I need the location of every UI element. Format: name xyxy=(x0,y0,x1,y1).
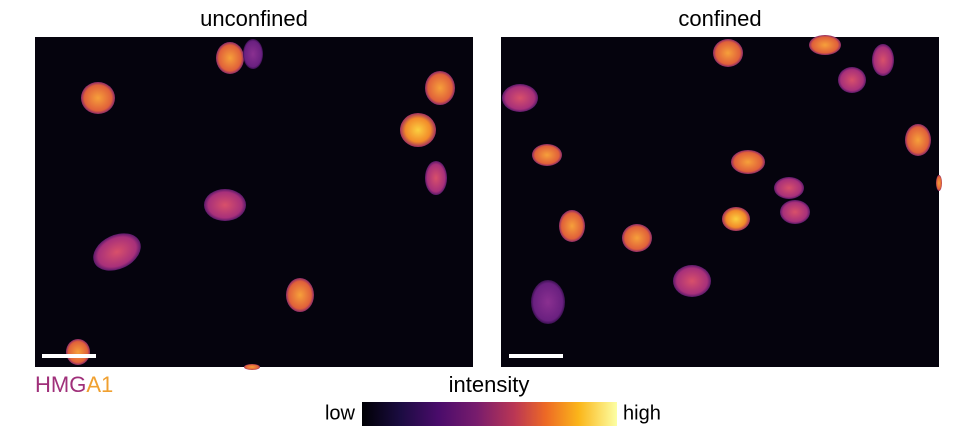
nucleus xyxy=(809,35,841,55)
nucleus xyxy=(673,265,711,297)
stain-label-part: A1 xyxy=(86,372,113,397)
colorbar-low-label: low xyxy=(325,402,356,424)
nucleus xyxy=(425,71,455,105)
nucleus xyxy=(722,207,750,231)
nucleus xyxy=(780,200,810,224)
nucleus xyxy=(66,339,90,365)
image-background xyxy=(501,37,939,367)
nucleus xyxy=(872,44,894,76)
colorbar-title: intensity xyxy=(449,372,530,397)
nucleus xyxy=(93,233,141,271)
panel-image xyxy=(501,35,942,367)
nucleus xyxy=(559,210,585,242)
nucleus xyxy=(81,82,115,114)
nucleus xyxy=(731,150,765,174)
stain-label-part: HMG xyxy=(35,372,86,397)
panel-title: unconfined xyxy=(200,6,308,31)
nucleus xyxy=(838,67,866,93)
nucleus xyxy=(905,124,931,156)
panel-image xyxy=(35,37,473,370)
nucleus xyxy=(531,280,565,324)
nucleus xyxy=(502,84,538,112)
nucleus xyxy=(622,224,652,252)
nucleus xyxy=(244,364,260,370)
nucleus xyxy=(286,278,314,312)
colorbar xyxy=(362,402,617,426)
colorbar-high-label: high xyxy=(623,402,661,424)
nucleus xyxy=(204,189,246,221)
nucleus xyxy=(425,161,447,195)
nucleus xyxy=(774,177,804,199)
nucleus xyxy=(243,39,263,69)
nucleus xyxy=(216,42,244,74)
nucleus xyxy=(532,144,562,166)
panel-title: confined xyxy=(678,6,761,31)
nucleus xyxy=(713,39,743,67)
nucleus xyxy=(936,175,942,191)
stain-label: HMGA1 xyxy=(35,372,113,397)
nucleus xyxy=(400,113,436,147)
